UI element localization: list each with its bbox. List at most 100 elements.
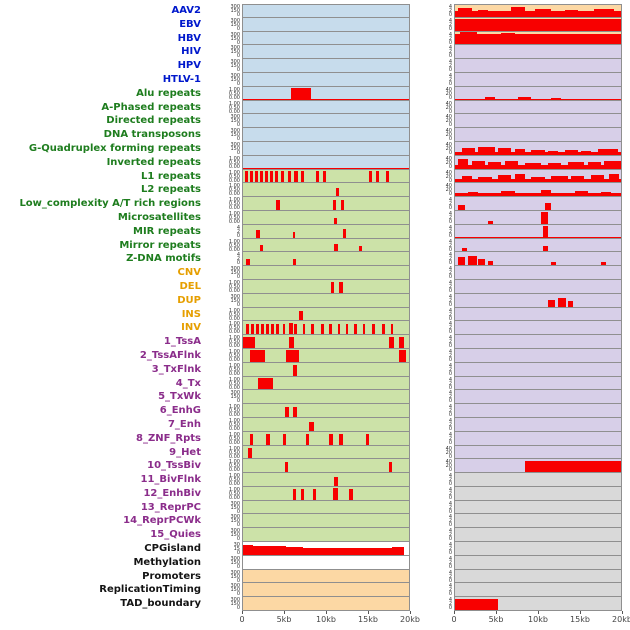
signal-bar [531, 177, 545, 183]
track-row: 10_TssBiv 1.00 0.50 0.00 40 20 0 [0, 459, 630, 474]
left-panel-y-axis: 300 150 0 [206, 501, 242, 515]
track-row: 14_ReprPCWk 300 150 0 4 2 0 [0, 514, 630, 529]
signal-bar [281, 171, 285, 183]
y-axis-tick-label: 300 [230, 597, 240, 604]
y-axis-tick-label: 2 [448, 256, 452, 263]
left-panel-y-axis: 1.00 0.50 0.00 [206, 487, 242, 501]
left-track-panel [242, 459, 410, 474]
right-track-panel [454, 362, 622, 377]
right-track-panel [454, 155, 622, 170]
signal-bar [299, 310, 303, 321]
y-axis-tick-label: 2 [448, 477, 452, 484]
signal-bar [266, 434, 270, 445]
y-axis-tick-label: 2 [236, 256, 240, 263]
y-axis-tick-label: 20 [445, 132, 452, 139]
track-label: A-Phased repeats [101, 101, 201, 113]
signal-bar [564, 9, 578, 17]
left-track-panel [242, 293, 410, 308]
signal-bar [389, 461, 393, 473]
left-track-panel [242, 473, 410, 487]
track-row: Z-DNA motifs 4 2 0 4 2 0 [0, 252, 630, 267]
signal-bar [458, 8, 472, 17]
signal-bar [461, 175, 472, 183]
signal-bar [243, 112, 409, 114]
right-track-panel [454, 376, 622, 391]
track-label: L1 repeats [141, 170, 201, 182]
right-track-panel [454, 128, 622, 142]
signal-bar [291, 87, 312, 100]
y-axis-tick-label: 1.00 [228, 307, 240, 314]
track-row: L2 repeats 1.00 0.50 0.00 40 20 0 [0, 183, 630, 198]
y-axis-tick-label: 1.00 [228, 183, 240, 190]
track-row: Methylation 300 150 0 4 2 0 [0, 555, 630, 570]
y-axis-tick-label: 2 [448, 352, 452, 359]
y-axis-tick-label: 1.00 [228, 210, 240, 217]
signal-bar [249, 350, 265, 362]
y-axis-tick-label: 0 [448, 439, 452, 446]
signal-bar [511, 6, 525, 17]
y-axis-tick-label: 4 [448, 431, 452, 438]
signal-bar [594, 8, 615, 17]
y-axis-tick-label: 1.00 [228, 169, 240, 176]
left-track-panel [242, 59, 410, 73]
y-axis-tick-label: 4 [448, 486, 452, 493]
y-axis-tick-label: 0 [236, 25, 240, 32]
y-axis-tick-label: 0 [448, 591, 452, 598]
signal-bar [547, 150, 558, 155]
y-axis-tick-label: 0.00 [228, 370, 240, 377]
y-axis-tick-label: 2 [448, 76, 452, 83]
signal-bar [471, 160, 485, 169]
signal-bar [604, 161, 621, 169]
left-panel-y-axis: 1.00 0.50 0.00 [206, 101, 242, 115]
track-label: Methylation [133, 556, 201, 568]
signal-bar [271, 323, 274, 335]
left-track-panel [242, 155, 410, 170]
y-axis-tick-label: 1.00 [228, 197, 240, 204]
signal-bar [292, 232, 296, 238]
x-axis-row: 0 5kb 10kb 15kb 20kb 0 5kb 10kb 15kb 20kb [0, 611, 630, 627]
y-axis-tick-label: 300 [230, 583, 240, 590]
y-axis-tick-label: 0.50 [228, 242, 240, 249]
track-label: 1_TssA [163, 336, 201, 348]
y-axis-tick-label: 0 [448, 467, 452, 474]
left-panel-y-axis: 1.00 0.50 0.00 [206, 418, 242, 432]
track-row: G-Quadruplex forming repeats 300 150 0 40 20 0 [0, 141, 630, 156]
x-axis-tick-mark [410, 611, 411, 615]
signal-bar [372, 323, 375, 335]
track-row: 15_Quies 300 150 0 4 2 0 [0, 528, 630, 543]
y-axis-tick-label: 0 [236, 577, 240, 584]
track-row: Inverted repeats 1.00 0.50 0.00 40 20 0 [0, 155, 630, 170]
left-panel-y-axis: 1.00 0.50 0.00 [206, 197, 242, 211]
track-row: MIR repeats 4 2 0 4 2 0 [0, 224, 630, 239]
track-row: HPV 300 150 0 4 2 0 [0, 59, 630, 73]
x-axis-tick-label: 5kb [276, 615, 292, 625]
signal-bar [581, 150, 592, 155]
y-axis-tick-label: 0 [448, 122, 452, 129]
y-axis-tick-label: 150 [230, 559, 240, 566]
y-axis-tick-label: 4 [236, 224, 240, 231]
right-track-panel [454, 514, 622, 529]
track-label: MIR repeats [133, 225, 201, 237]
y-axis-tick-label: 0.00 [228, 494, 240, 501]
right-track-panel [454, 114, 622, 129]
y-axis-tick-label: 2 [448, 559, 452, 566]
y-axis-tick-label: 0 [236, 67, 240, 73]
y-axis-tick-label: 0.50 [228, 325, 240, 332]
y-axis-tick-label: 150 [230, 8, 240, 14]
y-axis-tick-label: 4 [448, 404, 452, 411]
right-panel-y-axis: 40 20 0 [410, 142, 454, 156]
y-axis-tick-label: 0 [236, 122, 240, 129]
y-axis-tick-label: 2 [448, 49, 452, 56]
signal-bar [294, 171, 298, 183]
x-axis-tick-label: 15kb [570, 615, 590, 625]
signal-bar [484, 97, 495, 100]
left-track-panel [242, 431, 410, 446]
signal-bar [389, 336, 395, 348]
y-axis-tick-label: 0.50 [228, 435, 240, 442]
y-axis-tick-label: 1.00 [228, 321, 240, 328]
x-axis-tick-label: 0 [451, 615, 457, 625]
y-axis-tick-label: 0 [448, 508, 452, 515]
